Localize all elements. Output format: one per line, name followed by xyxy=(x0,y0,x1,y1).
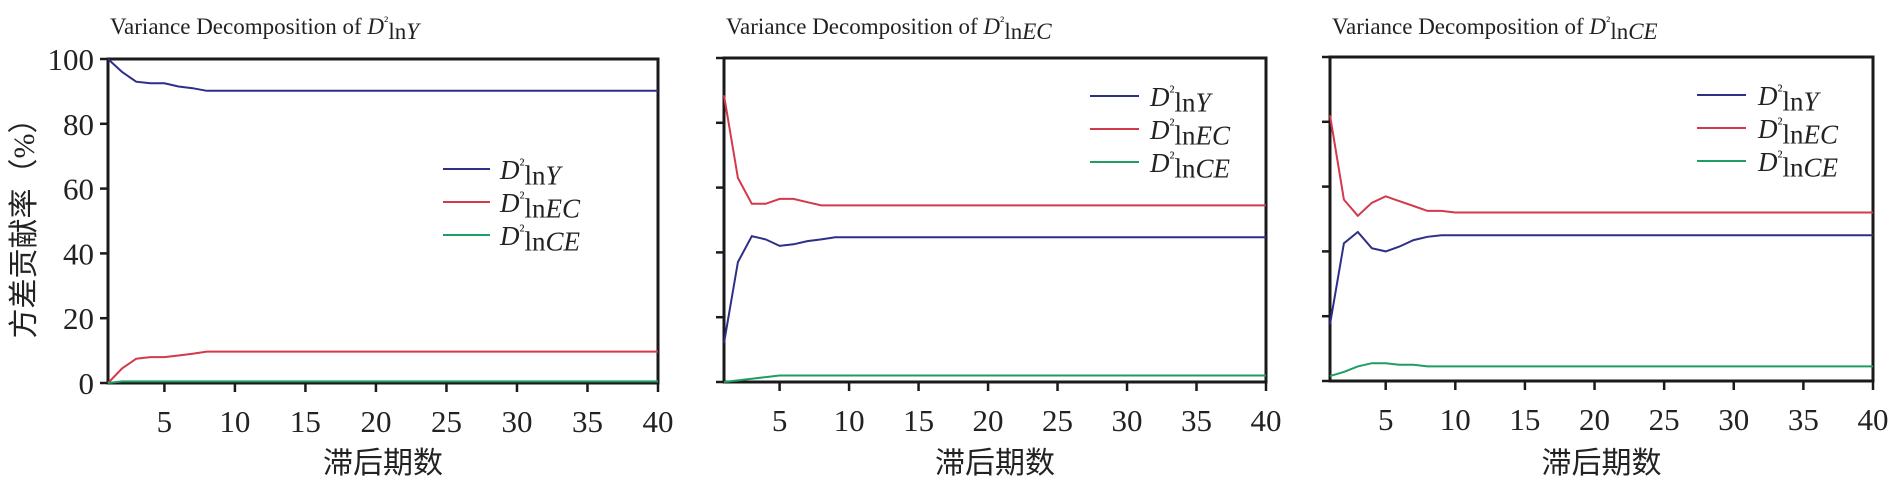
series-line-ce xyxy=(1329,362,1873,378)
x-tick-label: 35 xyxy=(1788,402,1819,437)
series-line-y xyxy=(107,58,658,92)
legend-label-ce: D²lnCE xyxy=(1149,148,1231,184)
x-tick-label: 20 xyxy=(973,403,1004,438)
series-line-y xyxy=(723,235,1266,344)
plot-frame xyxy=(1328,55,1875,383)
legend-label-ce: D²lnCE xyxy=(1757,147,1839,183)
x-tick-label: 10 xyxy=(834,403,865,438)
x-tick-label: 10 xyxy=(219,404,250,439)
y-tick-label: 40 xyxy=(63,236,94,271)
chart-title: Variance Decomposition of D²lnY xyxy=(110,14,421,44)
legend-label-y: D²lnY xyxy=(1149,82,1214,118)
x-tick-label: 30 xyxy=(1718,402,1749,437)
x-tick-label: 40 xyxy=(1858,402,1889,437)
x-tick-label: 25 xyxy=(1042,403,1073,438)
x-tick-label: 20 xyxy=(1579,402,1610,437)
x-tick-label: 30 xyxy=(1112,403,1143,438)
y-tick-label: 20 xyxy=(63,301,94,336)
x-tick-label: 5 xyxy=(772,403,788,438)
plot-frame xyxy=(722,56,1268,384)
series-line-ec xyxy=(1329,115,1873,218)
series-line-ce xyxy=(723,374,1266,383)
series-line-ce xyxy=(107,380,658,384)
x-tick-label: 25 xyxy=(431,404,462,439)
x-axis-label: 滞后期数 xyxy=(323,447,443,480)
x-tick-label: 15 xyxy=(290,404,321,439)
series-line-ec xyxy=(107,350,658,384)
y-tick-label: 80 xyxy=(63,107,94,142)
x-tick-label: 5 xyxy=(1378,402,1394,437)
legend-label-y: D²lnY xyxy=(1757,81,1822,117)
y-axis-label: 方差贡献率（%） xyxy=(8,104,41,339)
series-line-ec xyxy=(723,95,1266,207)
x-tick-label: 15 xyxy=(1509,402,1540,437)
x-tick-label: 20 xyxy=(360,404,391,439)
x-tick-label: 35 xyxy=(1181,403,1212,438)
legend-label-ec: D²lnEC xyxy=(1149,115,1231,151)
x-tick-label: 35 xyxy=(572,404,603,439)
legend-label-y: D²lnY xyxy=(499,155,564,191)
y-tick-label: 100 xyxy=(48,42,95,77)
chart-panel-1: Variance Decomposition of D²lnY 0 20 40 60 80… xyxy=(48,14,674,480)
x-tick-label: 25 xyxy=(1649,402,1680,437)
y-tick-label: 0 xyxy=(79,366,95,401)
plot-frame xyxy=(106,57,660,385)
chart-panel-3: Variance Decomposition of D²lnCE 5 10 15 20 2… xyxy=(1322,14,1889,480)
x-tick-label: 10 xyxy=(1440,402,1471,437)
y-tick-label: 60 xyxy=(63,172,94,207)
x-tick-label: 5 xyxy=(157,404,173,439)
legend-label-ce: D²lnCE xyxy=(499,221,581,257)
x-tick-label: 30 xyxy=(501,404,532,439)
x-tick-label: 15 xyxy=(903,403,934,438)
chart-title: Variance Decomposition of D²lnEC xyxy=(726,14,1052,44)
x-tick-label: 40 xyxy=(1251,403,1282,438)
x-tick-label: 40 xyxy=(643,404,674,439)
series-line-y xyxy=(1329,230,1873,325)
chart-title: Variance Decomposition of D²lnCE xyxy=(1332,14,1658,44)
chart-panel-2: Variance Decomposition of D²lnEC 5 10 15 20 2… xyxy=(716,14,1282,480)
legend-label-ec: D²lnEC xyxy=(499,188,581,224)
x-axis-label: 滞后期数 xyxy=(935,447,1055,480)
legend-label-ec: D²lnEC xyxy=(1757,114,1839,150)
x-axis-label: 滞后期数 xyxy=(1542,447,1662,480)
